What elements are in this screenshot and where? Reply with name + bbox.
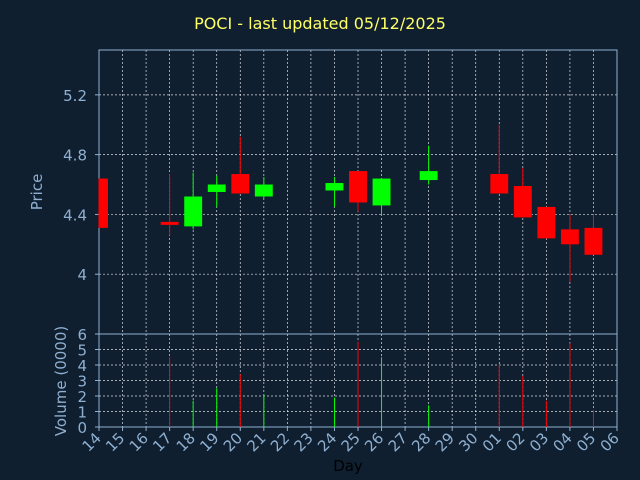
x-tick-label: 26	[361, 429, 387, 455]
x-tick-label: 15	[102, 429, 128, 455]
x-tick-label: 27	[385, 429, 411, 455]
x-tick-label: 18	[173, 429, 199, 455]
price-tick-label: 4.4	[63, 206, 87, 224]
x-tick-label: 23	[291, 429, 317, 455]
candle-body	[325, 183, 344, 191]
volume-tick-label: 6	[77, 326, 87, 344]
volume-tick-label: 0	[77, 419, 87, 437]
volume-tick-label: 3	[77, 373, 87, 391]
candle-body	[419, 171, 438, 181]
candle-body	[537, 206, 556, 239]
volume-tick-label: 4	[77, 357, 87, 375]
x-tick-label: 20	[220, 429, 246, 455]
price-tick-label: 4	[77, 266, 87, 284]
candle-body	[207, 184, 226, 192]
volume-tick-label: 5	[77, 342, 87, 360]
candle-body	[513, 186, 532, 218]
price-tick-label: 5.2	[63, 87, 87, 105]
candle-body	[372, 178, 391, 206]
candle-body	[584, 227, 603, 255]
x-tick-label: 16	[126, 429, 152, 455]
x-tick-label: 04	[550, 429, 576, 455]
candle-body	[254, 184, 273, 197]
x-tick-label: 03	[526, 429, 552, 455]
candle-body	[160, 221, 179, 225]
x-tick-label: 28	[408, 429, 434, 455]
y-axis-label: Price	[28, 174, 46, 211]
candle-body	[184, 196, 203, 227]
x-tick-label: 01	[479, 429, 505, 455]
x-tick-label: 29	[432, 429, 458, 455]
price-tick-label: 4.8	[63, 147, 87, 165]
candle-body	[560, 229, 579, 245]
x-tick-label: 30	[455, 429, 481, 455]
x-tick-label: 02	[502, 429, 528, 455]
x-tick-label: 25	[338, 429, 364, 455]
volume-tick-label: 1	[77, 404, 87, 422]
x-tick-label: 24	[314, 429, 340, 455]
x-tick-label: 05	[573, 429, 599, 455]
volume-axis-label: Volume (0000)	[52, 326, 70, 436]
x-tick-label: 21	[243, 429, 269, 455]
x-tick-label: 22	[267, 429, 293, 455]
x-tick-label: 06	[597, 429, 623, 455]
candle-body	[99, 178, 108, 228]
candle-body	[349, 171, 367, 203]
x-tick-label: 17	[149, 429, 175, 455]
candle-body	[231, 174, 250, 194]
chart-title: POCI - last updated 05/12/2025	[194, 14, 446, 33]
x-axis-label: Day	[333, 457, 363, 475]
x-tick-label: 19	[196, 429, 222, 455]
candle-body	[490, 174, 509, 194]
volume-tick-label: 2	[77, 388, 87, 406]
